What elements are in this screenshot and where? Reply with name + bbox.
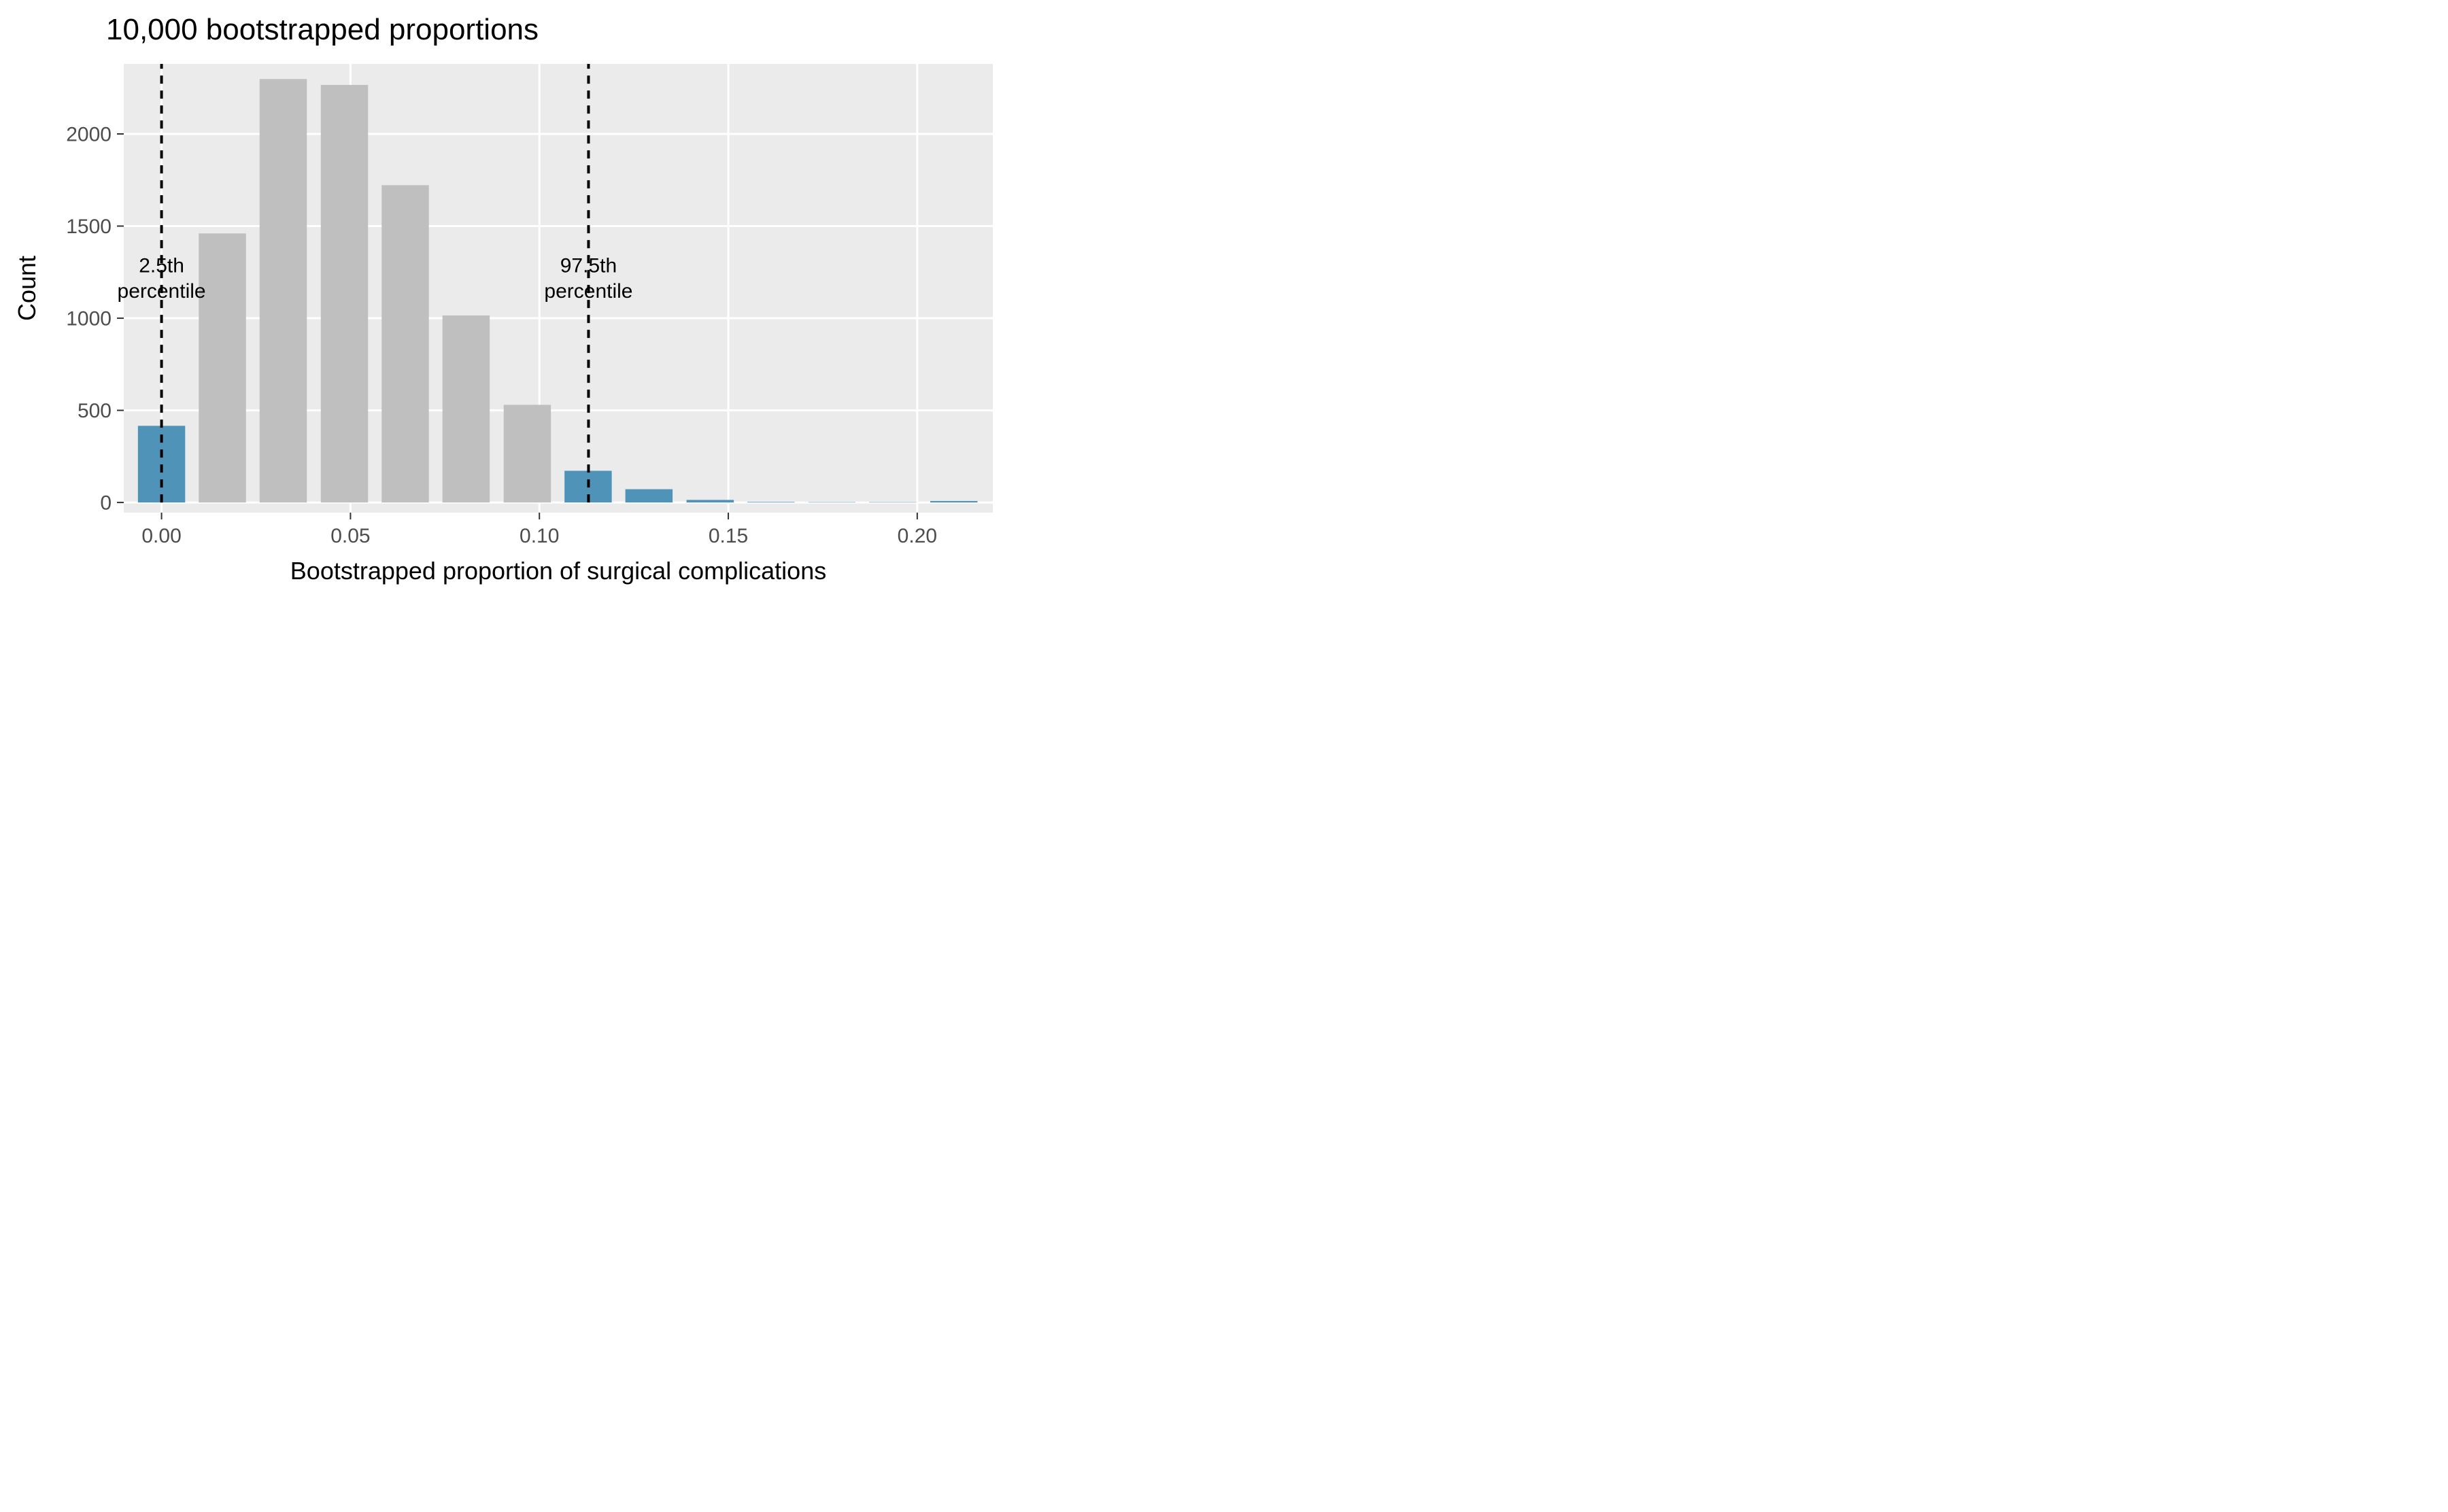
- x-tick-label-1: 0.05: [330, 525, 370, 547]
- y-tick-label-4: 2000: [66, 123, 112, 145]
- y-tick-label-3: 1500: [66, 216, 112, 238]
- bar-2: [260, 79, 307, 502]
- x-tick-label-4: 0.20: [898, 525, 937, 547]
- bar-4: [381, 185, 428, 502]
- x-tick-label-0: 0.00: [141, 525, 181, 547]
- bar-12: [869, 502, 916, 503]
- bar-11: [809, 502, 855, 503]
- bar-3: [321, 85, 368, 502]
- bar-13: [930, 501, 977, 502]
- y-ticks: 0 500 1000 1500 2000: [66, 123, 124, 514]
- y-axis-label: Count: [13, 256, 41, 321]
- bar-5: [443, 315, 490, 502]
- x-axis-label: Bootstrapped proportion of surgical comp…: [290, 557, 826, 585]
- y-tick-label-1: 500: [78, 400, 112, 422]
- x-tick-label-2: 0.10: [520, 525, 559, 547]
- y-tick-label-0: 0: [100, 492, 112, 515]
- bar-9: [687, 500, 734, 502]
- histogram-chart: 2.5thpercentile97.5thpercentile0.000.050…: [0, 0, 1000, 617]
- bar-1: [199, 233, 245, 502]
- bar-6: [504, 405, 551, 502]
- x-tick-label-3: 0.15: [709, 525, 748, 547]
- chart-title: 10,000 bootstrapped proportions: [106, 13, 539, 46]
- y-tick-label-2: 1000: [66, 308, 112, 330]
- x-ticks: 0.00 0.05 0.10 0.15 0.20: [141, 513, 937, 547]
- chart-container: 2.5thpercentile97.5thpercentile0.000.050…: [0, 0, 1000, 617]
- bar-8: [626, 489, 673, 503]
